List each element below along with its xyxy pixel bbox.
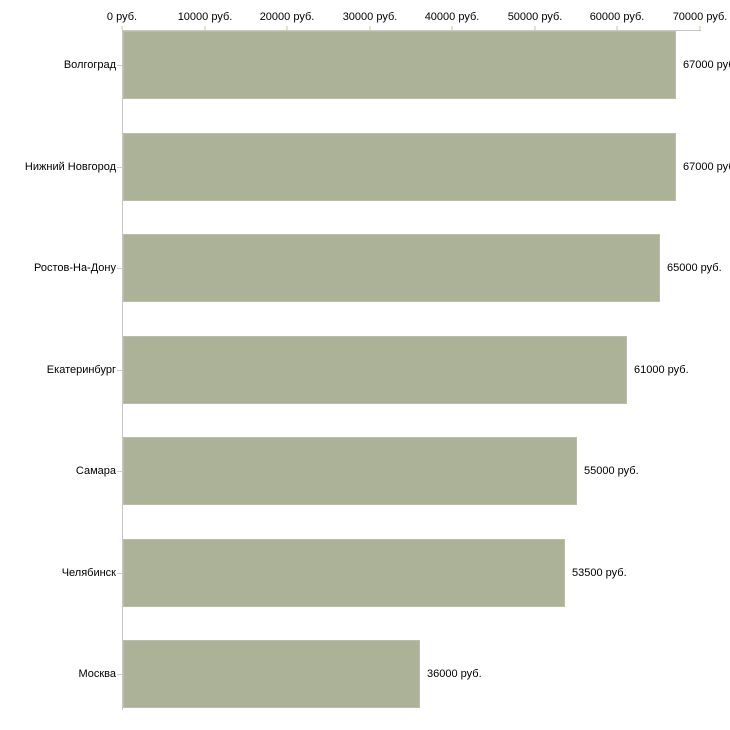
x-axis-tick-mark	[286, 26, 288, 30]
category-label: Екатеринбург	[46, 364, 116, 376]
bar-4	[123, 437, 577, 505]
x-axis-line	[122, 30, 701, 31]
category-label: Ростов-На-Дону	[33, 262, 116, 274]
bar-1	[123, 133, 676, 201]
bar-0	[123, 31, 676, 99]
category-label: Самара	[75, 465, 116, 477]
x-axis-tick-label: 30000 руб.	[342, 11, 398, 23]
y-axis-tick-mark	[117, 167, 122, 168]
x-axis-tick-mark	[699, 26, 701, 30]
y-axis-tick-mark	[117, 471, 122, 472]
category-label: Волгоград	[63, 59, 116, 71]
y-axis-tick-mark	[117, 573, 122, 574]
bar-6	[123, 640, 420, 708]
x-axis-tick-mark	[204, 26, 206, 30]
x-axis-tick-label: 70000 руб.	[672, 11, 728, 23]
category-label: Челябинск	[61, 567, 116, 579]
y-axis-tick-mark	[117, 674, 122, 675]
bar-5	[123, 539, 565, 607]
category-label: Нижний Новгород	[24, 161, 116, 173]
value-label: 36000 руб.	[427, 668, 482, 680]
x-axis-tick-mark	[534, 26, 536, 30]
x-axis-tick-label: 50000 руб.	[507, 11, 563, 23]
x-axis-tick-mark	[451, 26, 453, 30]
value-label: 53500 руб.	[572, 567, 627, 579]
x-axis-tick-label: 40000 руб.	[424, 11, 480, 23]
value-label: 65000 руб.	[667, 262, 722, 274]
x-axis-tick-mark	[121, 26, 123, 30]
y-axis-tick-mark	[117, 370, 122, 371]
bar-2	[123, 234, 660, 302]
x-axis-tick-label: 0 руб.	[106, 11, 138, 23]
x-axis-tick-label: 10000 руб.	[177, 11, 233, 23]
y-axis-line	[122, 30, 123, 710]
x-axis-tick-label: 20000 руб.	[259, 11, 315, 23]
value-label: 55000 руб.	[584, 465, 639, 477]
x-axis-tick-label: 60000 руб.	[589, 11, 645, 23]
x-axis-tick-mark	[369, 26, 371, 30]
x-axis-tick-mark	[616, 26, 618, 30]
bar-3	[123, 336, 627, 404]
value-label: 67000 руб.	[683, 161, 730, 173]
value-label: 61000 руб.	[634, 364, 689, 376]
value-label: 67000 руб.	[683, 59, 730, 71]
y-axis-tick-mark	[117, 65, 122, 66]
category-label: Москва	[78, 668, 116, 680]
y-axis-tick-mark	[117, 268, 122, 269]
